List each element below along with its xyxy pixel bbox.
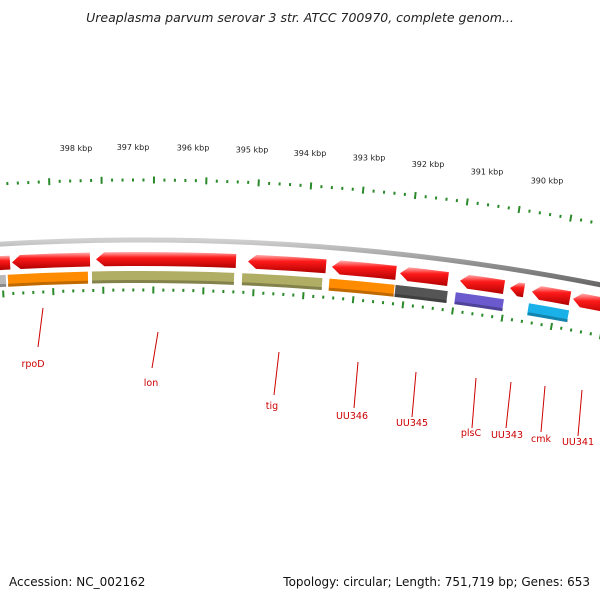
inner-scale-ticks	[2, 286, 600, 340]
scale-label: 397 kbp	[117, 143, 150, 152]
scale-tick	[517, 205, 521, 214]
scale-tick	[540, 323, 543, 327]
gene-label: UU345	[396, 418, 428, 429]
feature-bar	[241, 273, 323, 291]
forward-gene	[460, 274, 506, 295]
outer-scale-ticks	[6, 176, 593, 224]
scale-label: 393 kbp	[353, 154, 386, 163]
forward-strand-genes	[0, 252, 600, 312]
scale-tick	[548, 212, 552, 217]
scale-label: 391 kbp	[471, 167, 504, 176]
forward-gene	[400, 267, 449, 287]
scale-tick	[559, 214, 562, 218]
scale-tick	[401, 301, 405, 309]
feature-bar-shadow	[0, 283, 7, 288]
gene-labels: rpoD lon tig UU346 UU345 plsC UU343 cmk UU341	[21, 359, 594, 448]
scale-label: 394 kbp	[294, 149, 327, 158]
accession-text: Accession: NC_002162	[9, 575, 146, 589]
feature-bar	[394, 284, 448, 304]
feature-bar-shadow	[454, 301, 504, 312]
gene-label: lon	[144, 378, 158, 389]
scale-label: 395 kbp	[236, 146, 269, 155]
scale-tick	[579, 330, 583, 334]
gene-leader-line	[37, 307, 44, 348]
gene-leader-line	[273, 351, 280, 396]
feature-bar	[0, 274, 7, 288]
forward-gene	[248, 254, 327, 274]
feature-bar-shadow	[7, 280, 89, 287]
forward-gene	[573, 293, 600, 312]
scale-tick	[589, 332, 593, 336]
feature-bar-shadow	[527, 312, 569, 323]
feature-bar	[328, 278, 395, 297]
feature-bar-shadow	[394, 293, 448, 304]
gene-label: UU343	[491, 430, 523, 441]
gene-leader-line	[577, 389, 583, 437]
gene-label: tig	[266, 401, 278, 412]
reverse-strand-genes	[0, 270, 570, 323]
genome-backbone	[0, 237, 600, 288]
feature-bar-shadow	[241, 282, 323, 291]
scale-tick	[569, 328, 573, 332]
forward-gene	[0, 255, 11, 271]
gene-leader-line	[151, 331, 159, 369]
scale-tick	[361, 186, 365, 194]
feature-bar-shadow	[328, 287, 395, 297]
scale-tick	[590, 220, 593, 224]
forward-gene	[12, 252, 91, 270]
scale-label: 398 kbp	[60, 144, 93, 153]
scale-labels: 398 kbp 397 kbp 396 kbp 395 kbp 394 kbp 393 k…	[60, 143, 564, 186]
scale-tick	[549, 322, 554, 331]
forward-gene	[332, 260, 397, 280]
scale-tick	[569, 214, 573, 222]
scale-tick	[530, 321, 533, 325]
scale-label: 390 kbp	[531, 177, 564, 186]
feature-bar	[7, 271, 89, 287]
gene-label: cmk	[531, 434, 551, 445]
forward-gene	[532, 286, 572, 306]
forward-gene	[510, 282, 526, 298]
map-title: Ureaplasma parvum serovar 3 str. ATCC 70…	[86, 10, 514, 25]
gene-label: rpoD	[21, 359, 44, 370]
gene-label: plsC	[461, 428, 482, 439]
gene-leader-line	[471, 377, 477, 429]
feature-bar-shadow	[91, 279, 235, 285]
scale-tick	[500, 314, 504, 322]
feature-bar	[454, 292, 504, 312]
scale-tick	[413, 191, 417, 200]
feature-bar	[91, 270, 235, 285]
feature-bar	[527, 303, 570, 323]
scale-tick	[351, 296, 355, 304]
gene-leader-line	[540, 385, 546, 433]
gene-leader-line	[353, 361, 359, 409]
gene-leader-line	[411, 371, 417, 418]
scale-label: 392 kbp	[412, 160, 445, 169]
scale-label: 396 kbp	[177, 144, 210, 153]
scale-tick	[465, 198, 469, 206]
gene-leader-line	[505, 381, 512, 429]
gene-label: UU341	[562, 437, 594, 448]
gene-label: UU346	[336, 411, 368, 422]
gene-label-leaders	[37, 307, 583, 437]
scale-tick	[451, 307, 455, 315]
topology-text: Topology: circular; Length: 751,719 bp; …	[283, 575, 590, 589]
scale-tick	[579, 218, 583, 222]
forward-gene	[96, 252, 237, 268]
scale-tick	[560, 326, 563, 330]
